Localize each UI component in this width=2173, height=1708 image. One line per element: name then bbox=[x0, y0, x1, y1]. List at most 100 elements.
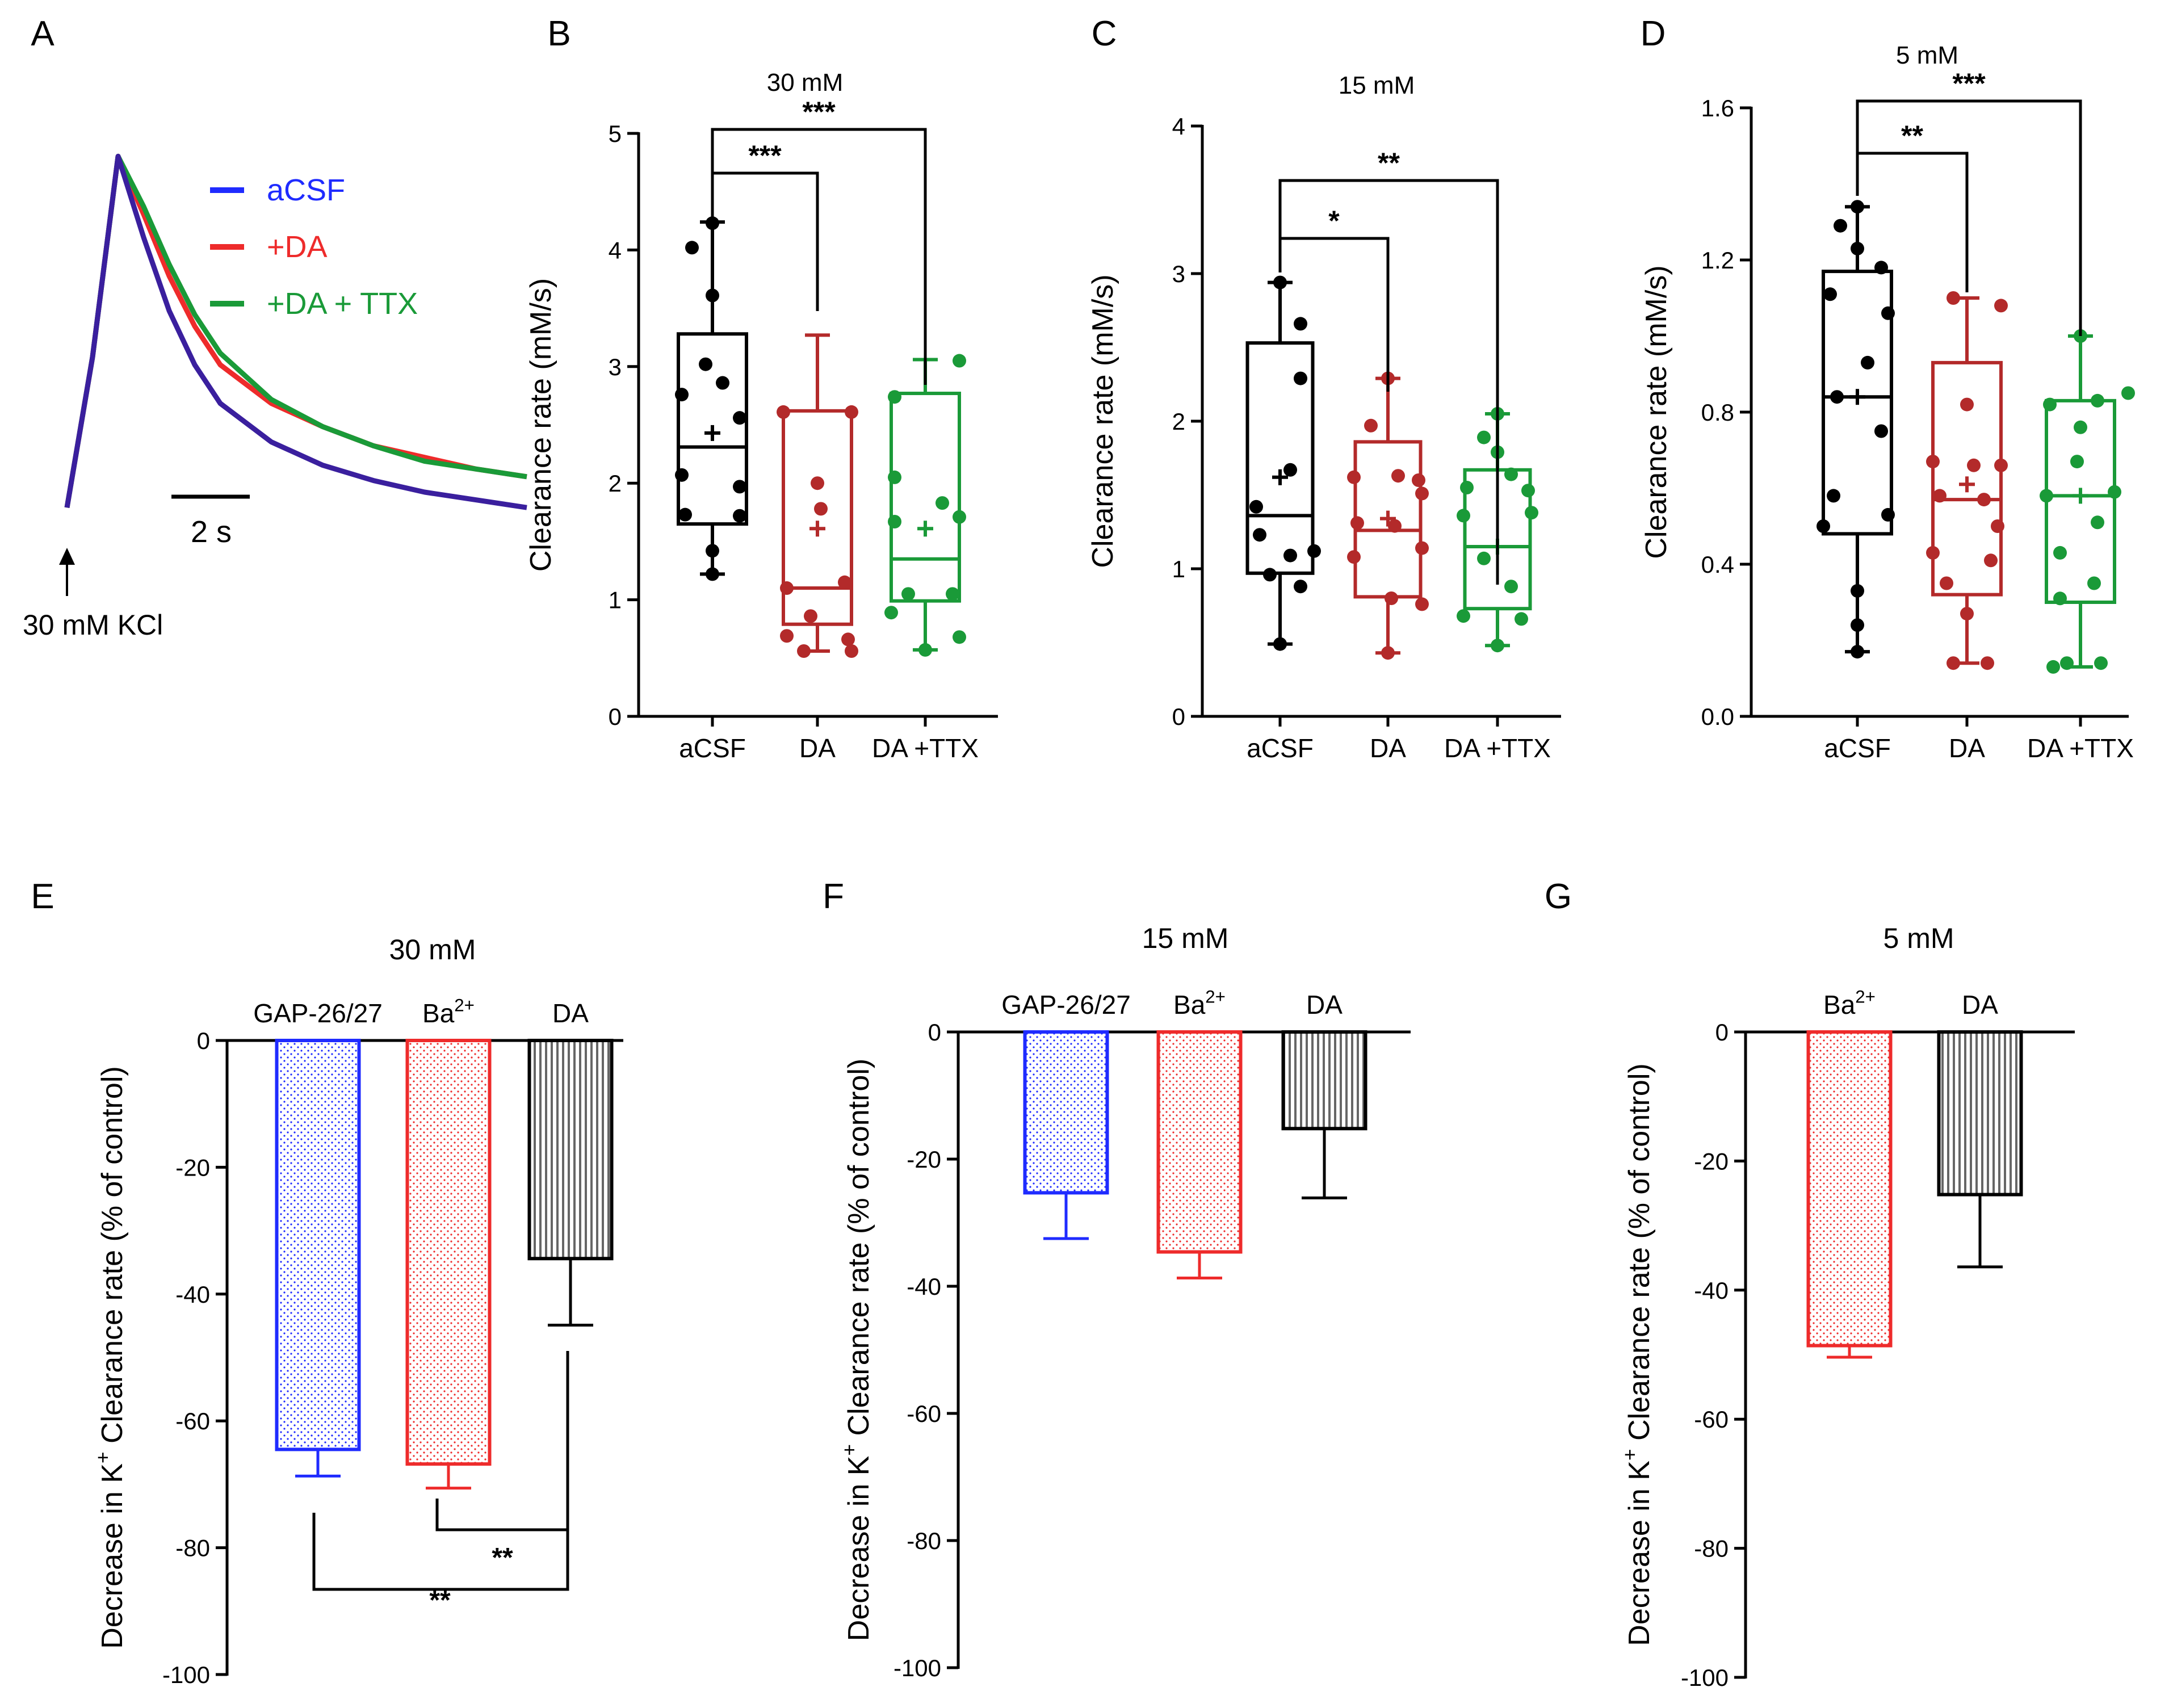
y-tick-label: 0.8 bbox=[1701, 399, 1734, 426]
significance-stars: ** bbox=[1901, 120, 1923, 152]
bar-gap2627 bbox=[275, 1039, 361, 1478]
y-tick-label: -60 bbox=[907, 1400, 941, 1427]
y-tick-label: -20 bbox=[1694, 1148, 1729, 1174]
bar-fill bbox=[275, 1039, 361, 1451]
data-point bbox=[1926, 545, 1940, 560]
data-point bbox=[733, 509, 746, 523]
bracket-line bbox=[711, 128, 927, 385]
significance-stars: ** bbox=[429, 1585, 451, 1615]
bar-ba2 bbox=[1156, 1030, 1243, 1279]
data-point bbox=[804, 609, 817, 623]
data-point bbox=[1283, 463, 1297, 477]
y-tick-label: -60 bbox=[175, 1408, 210, 1434]
box-iqr bbox=[782, 409, 853, 626]
box-iqr bbox=[890, 392, 961, 603]
y-axis-label: Decrease in K+ Clearance rate (% of cont… bbox=[838, 1059, 875, 1641]
data-point bbox=[1984, 553, 1998, 568]
legend-label: +DA + TTX bbox=[267, 287, 418, 321]
y-axis-label: Decrease in K+ Clearance rate (% of cont… bbox=[92, 1066, 129, 1648]
data-point bbox=[1294, 580, 1307, 594]
x-tick-label: DA bbox=[799, 733, 836, 763]
data-point bbox=[2121, 386, 2135, 400]
box-acsf bbox=[1245, 275, 1321, 651]
data-point bbox=[2070, 455, 2084, 469]
y-axis-label: Clearance rate (mM/s) bbox=[525, 278, 557, 572]
chart-title: 30 mM bbox=[389, 934, 476, 966]
data-point bbox=[1991, 519, 2004, 533]
data-point bbox=[1253, 528, 1266, 542]
data-point bbox=[1947, 291, 1960, 305]
panel-f: F 15 mM Decrease in K+ Clearance rate (% o… bbox=[823, 877, 1411, 1681]
y-tick-label: -20 bbox=[907, 1146, 941, 1173]
significance-stars: * bbox=[1328, 205, 1340, 237]
box-dattx bbox=[884, 354, 966, 657]
box-da bbox=[1926, 291, 2008, 670]
data-point bbox=[2074, 420, 2087, 434]
data-point bbox=[888, 390, 901, 404]
data-point bbox=[1415, 597, 1429, 611]
y-tick-label: 0 bbox=[1715, 1019, 1729, 1046]
data-point bbox=[1263, 568, 1277, 582]
data-point bbox=[1477, 551, 1491, 565]
data-point bbox=[1249, 500, 1263, 514]
panel-label-c: C bbox=[1092, 14, 1117, 53]
data-point bbox=[733, 480, 746, 494]
y-tick-label: 0 bbox=[928, 1019, 941, 1046]
data-point bbox=[1960, 607, 1974, 621]
panel-e: E 30 mM Decrease in K+ Clearance rate (% o… bbox=[31, 877, 623, 1688]
data-point bbox=[1347, 550, 1361, 564]
data-point bbox=[888, 470, 901, 484]
data-point bbox=[1947, 656, 1960, 670]
data-point bbox=[1381, 646, 1395, 660]
chart-title: 5 mM bbox=[1883, 922, 1954, 954]
bar-fill bbox=[1937, 1030, 2023, 1197]
y-tick-label: 4 bbox=[609, 237, 622, 263]
significance-stars: *** bbox=[748, 140, 782, 171]
chart-title: 30 mM bbox=[767, 69, 843, 96]
bar-fill bbox=[1023, 1030, 1109, 1195]
data-point bbox=[2094, 656, 2108, 670]
data-point bbox=[2091, 393, 2104, 408]
bar-category-label: Ba2+ bbox=[1823, 987, 1876, 1019]
y-tick-label: 2 bbox=[609, 470, 622, 497]
data-point bbox=[1977, 493, 1991, 507]
data-point bbox=[706, 567, 719, 581]
y-tick-label: 1.6 bbox=[1701, 95, 1734, 121]
box-acsf bbox=[1817, 200, 1895, 659]
data-point bbox=[1861, 355, 1874, 370]
y-tick-label: 0 bbox=[1172, 703, 1185, 730]
data-point bbox=[1874, 261, 1888, 275]
data-point bbox=[1967, 458, 1981, 472]
box-da bbox=[1347, 371, 1429, 660]
data-point bbox=[1477, 430, 1491, 444]
panel-label-e: E bbox=[31, 877, 54, 916]
data-point bbox=[1460, 481, 1474, 494]
data-point bbox=[1851, 584, 1864, 598]
significance-bracket: ** bbox=[312, 1351, 569, 1615]
data-point bbox=[1521, 484, 1535, 498]
y-tick-label: -100 bbox=[162, 1661, 210, 1688]
data-point bbox=[1515, 612, 1528, 626]
data-point bbox=[2060, 656, 2074, 670]
data-point bbox=[777, 405, 790, 419]
data-point bbox=[797, 644, 811, 658]
bar-category-label: Ba2+ bbox=[422, 996, 475, 1028]
significance-bracket: * bbox=[1278, 205, 1390, 392]
data-point bbox=[1385, 591, 1398, 605]
data-point bbox=[1823, 287, 1837, 301]
panel-label-f: F bbox=[823, 877, 844, 916]
data-point bbox=[1273, 637, 1287, 651]
significance-bracket: *** bbox=[1856, 68, 2082, 336]
x-tick-label: DA +TTX bbox=[872, 733, 979, 763]
y-tick-label: -40 bbox=[1694, 1277, 1729, 1304]
panel-label-g: G bbox=[1545, 877, 1572, 916]
bar-fill bbox=[1806, 1030, 1893, 1348]
y-tick-label: 4 bbox=[1172, 113, 1185, 140]
x-tick-label: DA +TTX bbox=[1444, 733, 1551, 763]
data-point bbox=[1994, 299, 2008, 313]
data-point bbox=[936, 496, 949, 510]
box-iqr bbox=[677, 332, 748, 526]
data-point bbox=[1830, 390, 1844, 404]
y-tick-label: 3 bbox=[1172, 261, 1185, 287]
